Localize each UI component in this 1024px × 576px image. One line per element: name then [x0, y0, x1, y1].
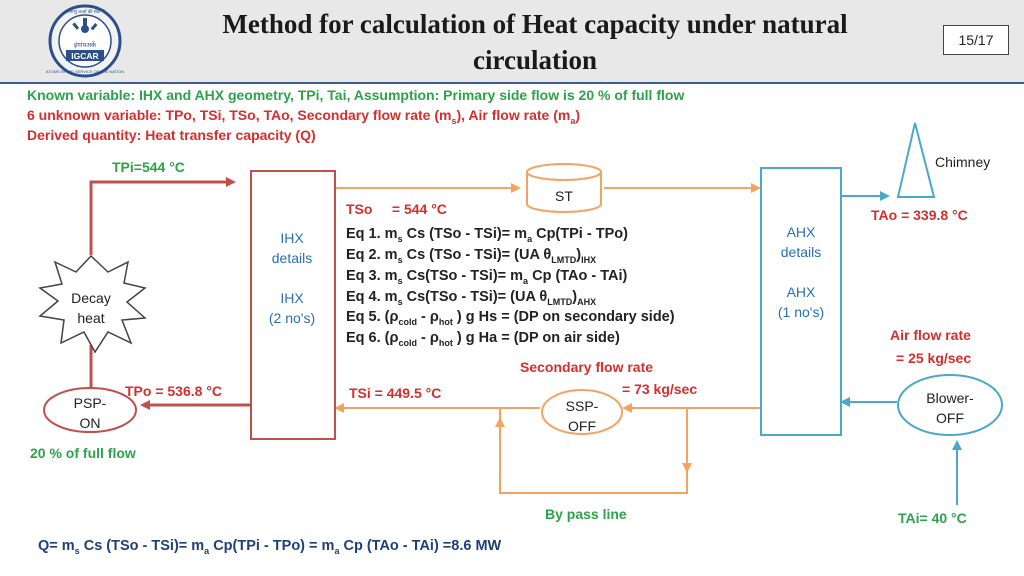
air-loop — [840, 191, 962, 505]
page-title-line-2: circulation — [473, 45, 597, 75]
decay-heat-burst — [38, 254, 147, 354]
unknown-variables-text: 6 unknown variable: TPo, TSi, TSo, TAo, … — [27, 107, 580, 126]
ssp-label-2: OFF — [568, 418, 596, 434]
equation-5: Eq 5. (ρcold - ρhot ) g Hs = (DP on seco… — [346, 309, 675, 327]
chimney-label: Chimney — [935, 154, 991, 170]
ahx-label-4: (1 no's) — [777, 304, 825, 320]
logo-hindi-text: इंगांपअकें — [74, 41, 97, 49]
blower-label: Blower- OFF — [912, 388, 988, 428]
blower — [897, 374, 1003, 436]
ahx-label-2: details — [780, 244, 822, 260]
page-number: 15/17 — [943, 25, 1009, 55]
unknown-mid: ), Air flow rate (m — [456, 107, 571, 123]
slide-header: इंगांपअकें IGCAR परमाणु ऊर्जा की सेवा मे… — [0, 0, 1024, 84]
equation-4: Eq 4. ms Cs(TSo - TSi)= (UA θLMTD)AHX — [346, 289, 597, 307]
tsi-label: TSi = 449.5 °C — [349, 385, 442, 401]
ahx-label-3: AHX — [786, 284, 816, 300]
psp-label-2: ON — [79, 415, 101, 431]
secondary-flow-label-1: Secondary flow rate — [520, 359, 654, 375]
known-variables-text: Known variable: IHX and AHX geometry, TP… — [27, 87, 685, 103]
decay-heat-label: Decay heat — [62, 288, 120, 328]
ihx-label: IHX details IHX (2 no's) — [252, 228, 332, 328]
logo-ring-bottom-text: ATOMS IN THE SERVICE OF THE NATION — [46, 69, 124, 74]
ssp-label: SSP- OFF — [552, 396, 612, 436]
page-title-line-1: Method for calculation of Heat capacity … — [222, 9, 848, 39]
tpi-label: TPi=544 °C — [112, 159, 185, 175]
heat-capacity-equation: Q= ms Cs (TSo - TSi)= ma Cp(TPi - TPo) =… — [38, 538, 502, 556]
page-title: Method for calculation of Heat capacity … — [150, 6, 920, 78]
ihx-label-4: (2 no's) — [268, 310, 316, 326]
air-flow-label-1: Air flow rate — [890, 327, 971, 343]
equation-2: Eq 2. ms Cs (TSo - TSi)= (UA θLMTD)IHX — [346, 247, 597, 265]
tao-label: TAo = 339.8 °C — [871, 207, 968, 223]
derived-quantity-text: Derived quantity: Heat transfer capacity… — [27, 127, 316, 143]
equation-3: Eq 3. ms Cs(TSo - TSi)= ma Cp (TAo - TAi… — [346, 268, 628, 286]
blower-label-1: Blower- — [926, 390, 974, 406]
tpo-label: TPo = 536.8 °C — [125, 383, 223, 399]
secondary-flow-label-2: = 73 kg/sec — [622, 381, 698, 397]
decay-label-2: heat — [77, 310, 105, 326]
igcar-logo: इंगांपअकें IGCAR परमाणु ऊर्जा की सेवा मे… — [46, 4, 124, 78]
psp-label-1: PSP- — [73, 395, 107, 411]
bypass-label: By pass line — [545, 506, 627, 522]
logo-ring-top-text: परमाणु ऊर्जा की सेवा में — [65, 8, 105, 15]
ihx-label-1: IHX — [280, 230, 304, 246]
ahx-box — [760, 167, 842, 436]
storage-tank — [526, 163, 602, 213]
tso-label: TSo = 544 °C — [346, 201, 447, 217]
unknown-suffix: ) — [575, 107, 581, 123]
full-flow-label: 20 % of full flow — [30, 445, 136, 461]
secondary-loop — [334, 183, 761, 494]
ihx-label-3: IHX — [280, 290, 304, 306]
logo-text: IGCAR — [71, 51, 98, 61]
st-label: ST — [555, 188, 573, 204]
unknown-sub-a: a — [570, 115, 576, 126]
tai-label: TAi= 40 °C — [898, 510, 967, 526]
primary-hot-leg — [89, 177, 236, 255]
ssp-pump — [541, 389, 623, 435]
blower-label-2: OFF — [936, 410, 964, 426]
equation-1: Eq 1. ms Cs (TSo - TSi)= ma Cp(TPi - TPo… — [346, 226, 628, 244]
equation-6: Eq 6. (ρcold - ρhot ) g Ha = (DP on air … — [346, 330, 620, 348]
ssp-label-1: SSP- — [565, 398, 599, 414]
psp-pump — [43, 387, 137, 433]
unknown-sub-s: s — [451, 115, 457, 126]
ahx-label: AHX details AHX (1 no's) — [762, 222, 840, 322]
ahx-label-1: AHX — [786, 224, 816, 240]
decay-label-1: Decay — [71, 290, 111, 306]
ihx-box — [250, 170, 336, 440]
psp-label: PSP- ON — [60, 393, 120, 433]
chimney-shape — [896, 122, 936, 198]
ihx-label-2: details — [271, 250, 313, 266]
air-flow-label-2: = 25 kg/sec — [896, 350, 972, 366]
unknown-prefix: 6 unknown variable: TPo, TSi, TSo, TAo, … — [27, 107, 452, 123]
